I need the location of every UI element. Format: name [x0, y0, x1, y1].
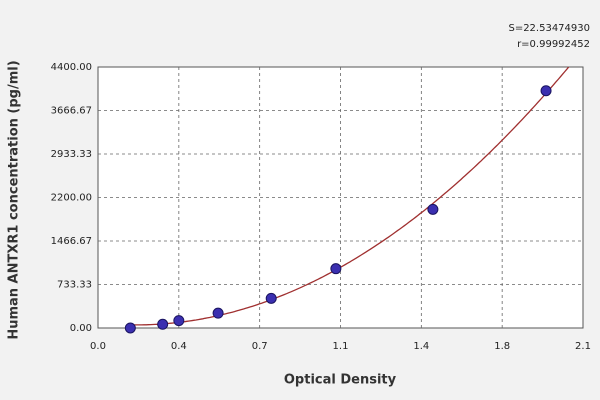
annotation: r=0.99992452 [517, 39, 590, 50]
y-tick-label: 4400.00 [51, 62, 92, 73]
annotation: S=22.53474930 [508, 23, 590, 34]
point [173, 315, 185, 327]
point [330, 263, 342, 275]
x-tick-label: 1.8 [494, 341, 510, 352]
y-axis-label: Human ANTXR1 concentration (pg/ml) [7, 60, 22, 339]
x-tick-label: 1.1 [333, 341, 349, 352]
point [124, 322, 136, 334]
point [540, 85, 552, 97]
x-tick-label: 2.1 [575, 341, 591, 352]
y-tick-label: 1466.67 [51, 236, 92, 247]
y-tick-label: 733.33 [57, 280, 92, 291]
y-tick-label: 2933.33 [51, 149, 92, 160]
x-tick-label: 0.4 [171, 341, 187, 352]
x-tick-label: 0.0 [90, 341, 106, 352]
point [265, 292, 277, 304]
y-tick-label: 2200.00 [51, 193, 92, 204]
x-axis-label: Optical Density [284, 373, 397, 388]
y-tick-label: 3666.67 [51, 105, 92, 116]
point [427, 203, 439, 215]
x-tick-label: 1.4 [413, 341, 429, 352]
point [157, 318, 169, 330]
point [212, 307, 224, 319]
x-tick-label: 0.7 [252, 341, 268, 352]
y-tick-label: 0.00 [70, 323, 92, 334]
fit-curve [130, 67, 570, 326]
